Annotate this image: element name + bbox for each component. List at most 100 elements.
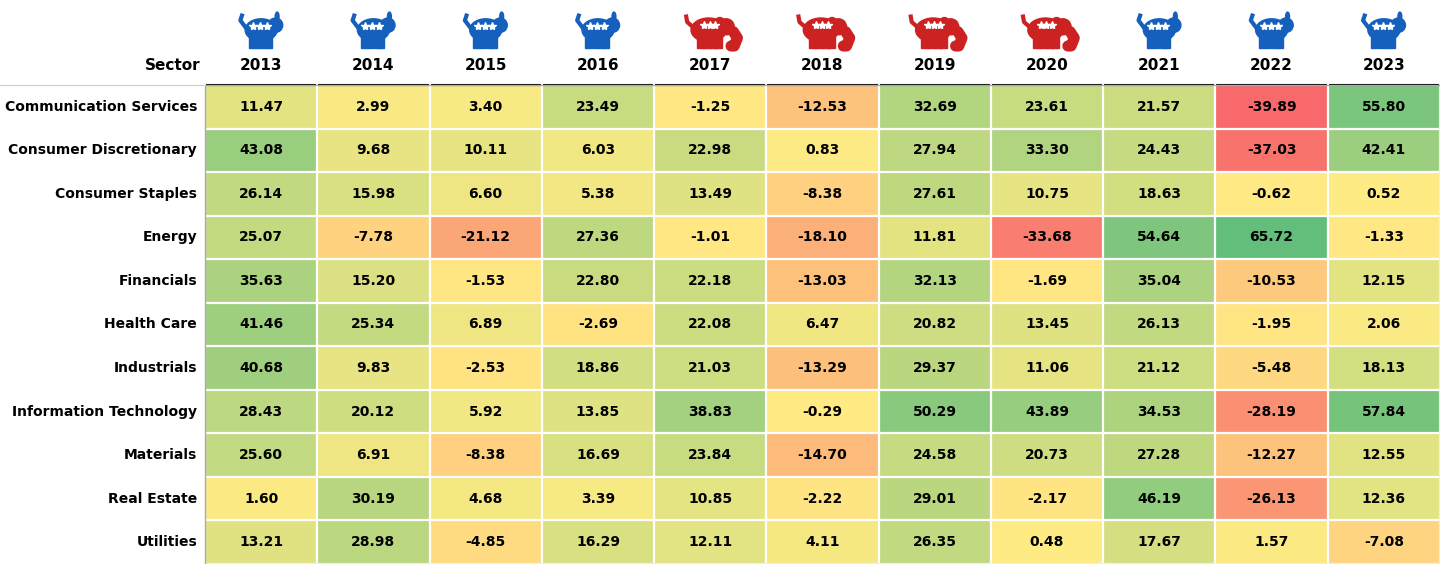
Bar [878,172,991,215]
Text: 22.18: 22.18 [688,274,733,288]
Bar [1215,346,1328,390]
Bar [1215,303,1328,346]
Bar [654,215,766,259]
Ellipse shape [1174,12,1178,21]
Text: 2.06: 2.06 [1367,318,1401,332]
Ellipse shape [1279,18,1293,32]
Bar [1328,215,1440,259]
Bar [1215,346,1328,390]
Text: Utilities: Utilities [137,535,197,549]
Text: -10.53: -10.53 [1247,274,1296,288]
Text: 25.07: 25.07 [239,231,284,244]
Bar [815,36,824,47]
Bar [204,390,317,433]
Bar [204,433,317,477]
Bar [654,172,766,215]
Bar [1259,37,1264,47]
Bar [991,172,1103,215]
Bar [766,477,878,521]
Bar [255,37,261,47]
Bar [317,433,429,477]
Bar [429,521,541,564]
Text: -2.53: -2.53 [465,361,505,375]
Bar [991,477,1103,521]
Bar [654,477,766,521]
Bar [541,390,654,433]
Bar [878,390,991,433]
Bar [991,521,1103,564]
Bar [878,172,991,215]
Text: -2.69: -2.69 [577,318,618,332]
Bar [991,129,1103,172]
Bar [878,433,991,477]
Bar [317,521,429,564]
Text: 21.12: 21.12 [1138,361,1181,375]
Bar [598,37,605,47]
Bar [766,259,878,303]
Bar [429,433,541,477]
Text: 42.41: 42.41 [1362,143,1405,157]
Bar [654,85,766,129]
Ellipse shape [605,18,619,32]
Bar [1215,390,1328,433]
Bar [1103,390,1215,433]
Text: 2023: 2023 [1362,58,1405,73]
Bar [1051,36,1058,47]
Ellipse shape [939,17,950,31]
Text: 3.39: 3.39 [580,492,615,506]
Bar [317,129,429,172]
Bar [429,259,541,303]
Bar [878,259,991,303]
Text: 29.01: 29.01 [913,492,956,506]
Ellipse shape [492,18,507,32]
Bar [1215,129,1328,172]
Text: -0.29: -0.29 [802,404,842,418]
Bar [1165,37,1171,47]
Bar [878,259,991,303]
Bar [922,36,929,47]
Text: 25.60: 25.60 [239,448,284,462]
Bar [991,390,1103,433]
Bar [204,346,317,390]
Ellipse shape [804,18,838,42]
Bar [1103,85,1215,129]
Text: -4.85: -4.85 [465,535,505,549]
Bar [1328,390,1440,433]
Bar [991,433,1103,477]
Bar [317,129,429,172]
Text: 32.13: 32.13 [913,274,956,288]
Bar [1103,259,1215,303]
Text: 33.30: 33.30 [1025,143,1068,157]
Ellipse shape [582,19,613,41]
Bar [878,303,991,346]
Text: Materials: Materials [124,448,197,462]
Text: 5.92: 5.92 [468,404,503,418]
Bar [429,477,541,521]
Bar [1103,129,1215,172]
Bar [766,433,878,477]
Bar [1215,521,1328,564]
Ellipse shape [469,19,501,41]
Bar [429,215,541,259]
Text: 27.94: 27.94 [913,143,956,157]
Bar [429,346,541,390]
Ellipse shape [1286,12,1289,21]
Bar [1215,477,1328,521]
Text: 50.29: 50.29 [913,404,956,418]
Bar [491,37,497,47]
Text: 27.28: 27.28 [1138,448,1181,462]
Bar [204,85,1440,564]
Bar [317,477,429,521]
Text: 43.08: 43.08 [239,143,284,157]
Text: 23.61: 23.61 [1025,100,1068,114]
Text: 21.03: 21.03 [688,361,732,375]
Bar [991,172,1103,215]
Text: 2.99: 2.99 [356,100,390,114]
Text: -39.89: -39.89 [1247,100,1296,114]
Text: 26.14: 26.14 [239,187,284,201]
Bar [766,172,878,215]
Text: 41.46: 41.46 [239,318,284,332]
Bar [541,521,654,564]
Bar [1328,172,1440,215]
Bar [429,172,541,215]
